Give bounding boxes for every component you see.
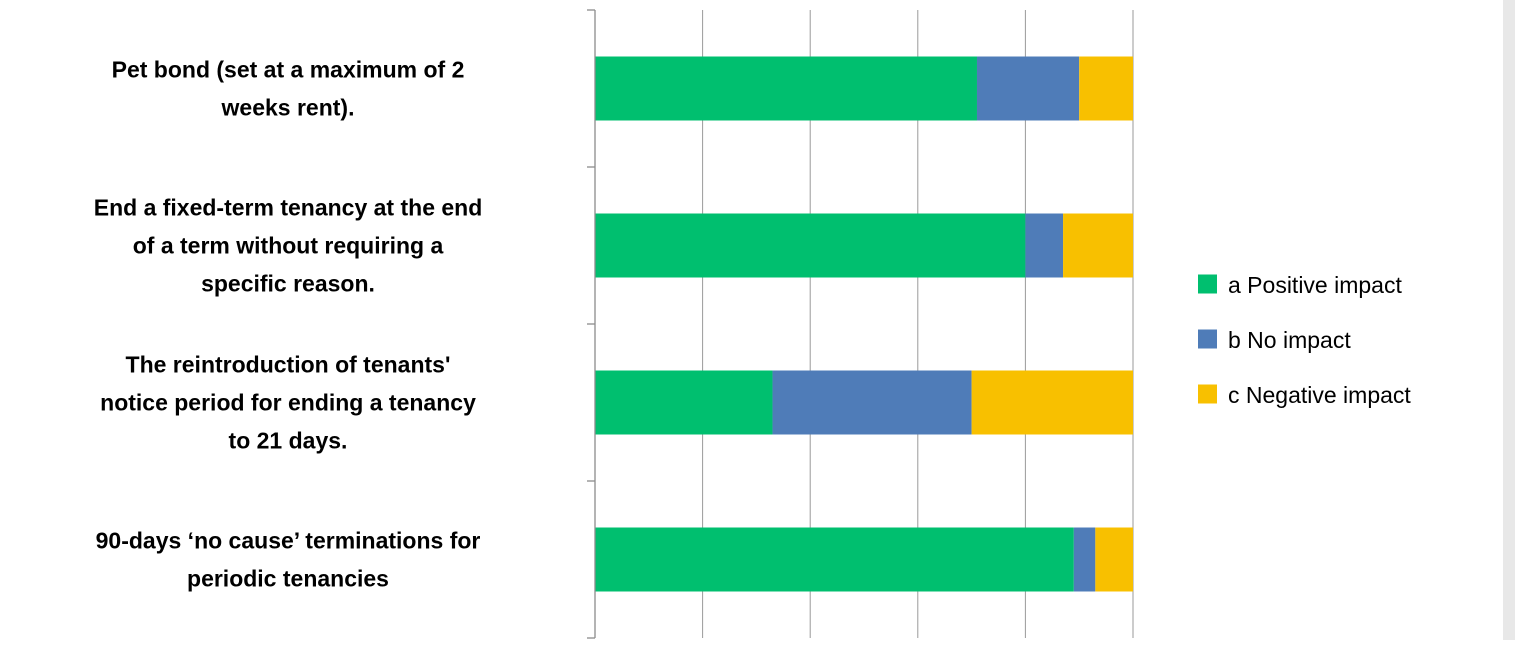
category-label: Pet bond (set at a maximum of 2 weeks ren… (112, 57, 465, 121)
bar-segment (1063, 214, 1133, 278)
bar-segment (972, 371, 1133, 435)
bar-segment (1025, 214, 1063, 278)
category-label-line: Pet bond (set at a maximum of 2 (112, 57, 465, 83)
legend-swatch (1198, 330, 1217, 349)
bar-segment (977, 57, 1079, 121)
bar-segment (1074, 528, 1096, 592)
legend-swatch (1198, 385, 1217, 404)
category-label: The reintroduction of tenants' notice per… (100, 352, 476, 454)
category-label: End a fixed-term tenancy at the end of a … (94, 195, 483, 297)
legend-label: c Negative impact (1228, 382, 1411, 408)
bar-segment (773, 371, 972, 435)
category-label-line: 90-days ‘no cause’ terminations for (96, 528, 481, 554)
bar-segment (595, 57, 977, 121)
bar-segment (1095, 528, 1133, 592)
scrollbar-track[interactable] (1503, 0, 1515, 640)
category-axis (587, 10, 595, 638)
legend-label: b No impact (1228, 327, 1351, 353)
bars (595, 57, 1133, 592)
category-label-line: notice period for ending a tenancy (100, 390, 476, 416)
bar-segment (595, 214, 1025, 278)
category-label-line: specific reason. (201, 271, 375, 297)
bar-segment (595, 528, 1074, 592)
category-label-line: weeks rent). (221, 95, 355, 121)
category-label-line: periodic tenancies (187, 566, 389, 592)
category-label-line: The reintroduction of tenants' (126, 352, 451, 378)
category-label-line: End a fixed-term tenancy at the end (94, 195, 483, 221)
legend-swatch (1198, 275, 1217, 294)
bar-segment (595, 371, 773, 435)
category-label: 90-days ‘no cause’ terminations for perio… (96, 528, 481, 592)
legend: a Positive impact b No impact c Negative i… (1198, 272, 1411, 408)
category-labels: Pet bond (set at a maximum of 2 weeks ren… (94, 57, 483, 592)
category-label-line: of a term without requiring a (133, 233, 444, 259)
legend-label: a Positive impact (1228, 272, 1402, 298)
category-label-line: to 21 days. (229, 428, 348, 454)
bar-segment (1079, 57, 1133, 121)
